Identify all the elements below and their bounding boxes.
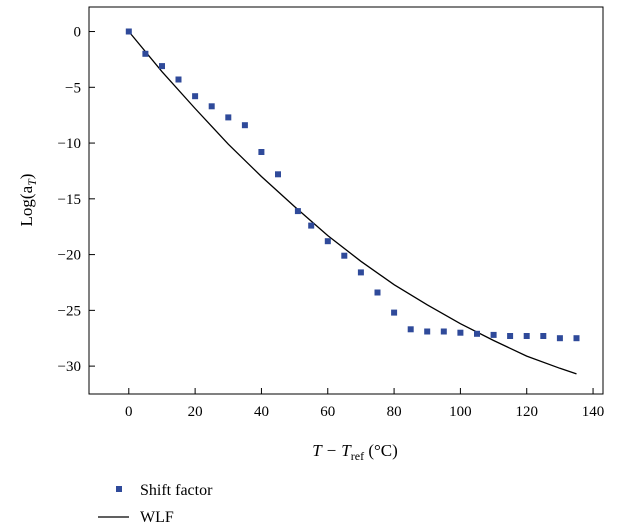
shift-factor-point bbox=[142, 50, 149, 57]
shift-factor-point bbox=[258, 149, 265, 155]
legend-label-wlf: WLF bbox=[140, 509, 174, 526]
shift-factor-point bbox=[540, 333, 547, 339]
shift-factor-point bbox=[490, 331, 497, 338]
shift-factor-point bbox=[275, 171, 281, 178]
x-axis-title-sub: ref bbox=[351, 449, 364, 463]
shift-factor-point bbox=[175, 76, 182, 83]
shift-factor-point bbox=[391, 309, 398, 316]
shift-factor-point bbox=[507, 333, 514, 339]
shift-factor-point bbox=[573, 335, 580, 342]
x-axis-ticks: 0 20 40 60 80 100 120 140 bbox=[125, 388, 604, 420]
x-tick-label: 0 bbox=[125, 404, 133, 420]
shift-factor-point bbox=[341, 252, 348, 259]
shift-factor-point bbox=[556, 335, 563, 342]
wlf-series-line bbox=[128, 31, 577, 375]
y-tick-label: 0 bbox=[74, 25, 82, 41]
plot-frame bbox=[88, 6, 604, 395]
shift-factor-point bbox=[225, 114, 232, 121]
shift-factor-point bbox=[241, 122, 248, 129]
x-tick-label: 80 bbox=[387, 404, 402, 420]
y-axis-title-suffix: ) bbox=[17, 174, 36, 180]
y-tick-label: −5 bbox=[65, 80, 81, 96]
y-axis-title: Log(aT) bbox=[17, 174, 39, 227]
x-tick-label: 100 bbox=[449, 404, 472, 420]
shift-factor-point bbox=[324, 238, 331, 245]
shift-factor-point bbox=[125, 28, 132, 35]
legend-marker-shift-factor bbox=[116, 486, 122, 492]
y-tick-label: −10 bbox=[58, 136, 81, 152]
y-tick-label: −30 bbox=[58, 359, 81, 375]
y-tick-label: −15 bbox=[58, 192, 81, 208]
x-tick-label: 40 bbox=[254, 404, 269, 420]
x-tick-label: 60 bbox=[320, 404, 335, 420]
shift-factor-point bbox=[192, 93, 199, 100]
shift-factor-point bbox=[474, 330, 480, 337]
shift-factor-point bbox=[457, 329, 464, 336]
x-tick-label: 120 bbox=[515, 404, 538, 420]
y-tick-label: −25 bbox=[58, 303, 81, 319]
shift-factor-point bbox=[159, 63, 165, 70]
legend: Shift factor WLF bbox=[98, 482, 213, 526]
shift-factor-point bbox=[407, 326, 414, 333]
shift-factor-point bbox=[308, 222, 315, 229]
x-tick-label: 140 bbox=[582, 404, 605, 420]
y-axis-ticks: 0 −5 −10 −15 −20 −25 −30 bbox=[58, 25, 95, 375]
x-axis-title-unit: (°C) bbox=[364, 441, 398, 460]
shift-factor-point bbox=[374, 289, 381, 296]
legend-label-shift-factor: Shift factor bbox=[140, 482, 213, 499]
y-axis-title-prefix: Log(a bbox=[17, 185, 36, 226]
x-axis-title-main: T − T bbox=[312, 441, 352, 460]
shift-factor-point bbox=[294, 208, 301, 215]
x-axis-title: T − Tref (°C) bbox=[312, 441, 398, 463]
shift-factor-point bbox=[424, 328, 431, 335]
x-tick-label: 20 bbox=[188, 404, 203, 420]
shift-factor-markers bbox=[125, 28, 580, 342]
shift-factor-point bbox=[357, 269, 364, 276]
y-axis-title-sub: T bbox=[25, 178, 39, 186]
shift-factor-point bbox=[208, 103, 215, 110]
shift-factor-point bbox=[440, 328, 447, 335]
shift-factor-point bbox=[523, 333, 530, 339]
y-tick-label: −20 bbox=[58, 248, 81, 264]
